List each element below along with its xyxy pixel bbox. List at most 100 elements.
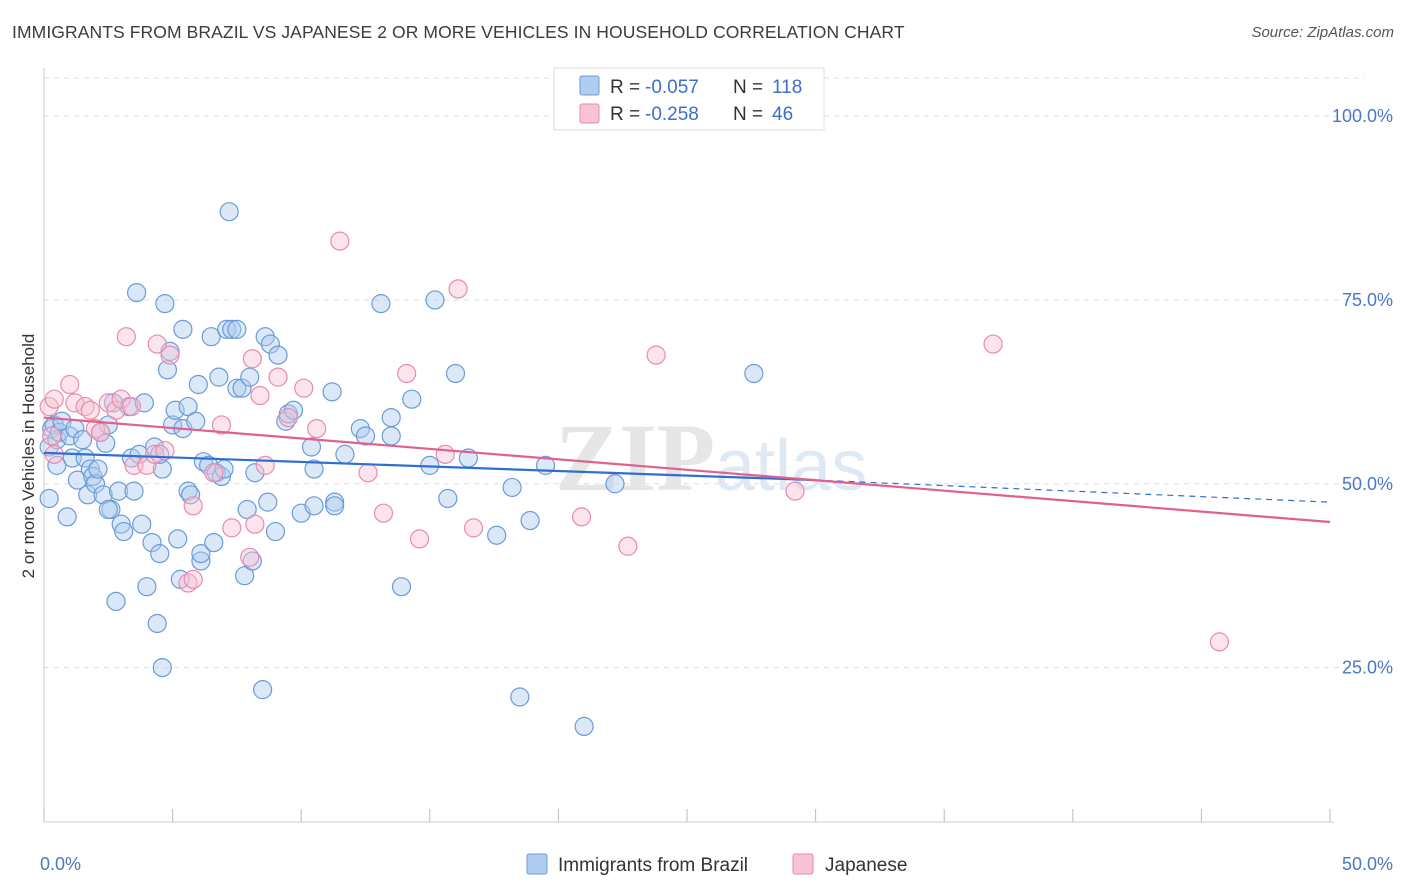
point-japanese-45	[618, 536, 638, 556]
point-japanese-8	[85, 419, 106, 439]
point-brazil-44	[152, 657, 172, 678]
point-japanese-25	[211, 415, 232, 435]
series-swatch-brazil	[526, 853, 548, 875]
point-brazil-50	[168, 529, 188, 549]
point-brazil-95	[325, 496, 345, 516]
legend: R = -0.057 N = 118 R = -0.258 N = 46	[553, 67, 825, 131]
x-tick-label-1: 50.0%	[1342, 854, 1393, 874]
point-brazil-84	[265, 521, 286, 542]
legend-swatch-japanese	[579, 103, 600, 124]
point-brazil-80	[253, 680, 273, 700]
point-japanese-38	[373, 503, 394, 523]
point-japanese-12	[111, 389, 131, 409]
point-brazil-59	[191, 551, 211, 571]
point-brazil-83	[260, 334, 280, 354]
point-japanese-18	[147, 334, 167, 354]
trend-lines	[43, 416, 1331, 524]
point-brazil-112	[520, 510, 540, 531]
legend-n-value-japanese: 46	[772, 104, 793, 125]
point-japanese-13	[116, 327, 136, 347]
point-brazil-15	[78, 485, 98, 505]
point-japanese-35	[307, 419, 327, 439]
point-brazil-115	[605, 474, 625, 494]
point-japanese-27	[240, 547, 260, 567]
point-japanese-28	[242, 349, 262, 369]
point-brazil-28	[111, 514, 131, 534]
point-brazil-86	[276, 411, 296, 431]
point-brazil-4	[47, 455, 67, 475]
point-brazil-41	[150, 544, 170, 564]
point-japanese-32	[268, 367, 288, 387]
point-brazil-53	[173, 319, 193, 339]
trend-line-japanese	[43, 416, 1331, 524]
point-japanese-23	[183, 496, 203, 516]
legend-r-label-japanese: R =	[610, 104, 640, 125]
point-japanese-30	[250, 385, 270, 406]
point-brazil-12	[67, 470, 88, 490]
series-label-brazil: Immigrants from Brazil	[558, 855, 748, 876]
point-brazil-109	[487, 525, 507, 545]
point-brazil-107	[445, 363, 466, 384]
point-brazil-110	[502, 477, 522, 498]
trend-line-brazil	[43, 451, 816, 482]
point-brazil-72	[227, 378, 247, 398]
series-label-japanese: Japanese	[825, 855, 907, 876]
series-legend: Immigrants from Brazil Japanese	[526, 853, 907, 876]
point-japanese-48	[983, 334, 1003, 354]
point-japanese-41	[435, 444, 455, 464]
point-japanese-5	[65, 393, 85, 413]
chart-title: IMMIGRANTS FROM BRAZIL VS JAPANESE 2 OR …	[12, 22, 905, 42]
point-brazil-60	[191, 544, 211, 564]
point-japanese-20	[160, 345, 180, 365]
point-japanese-11	[106, 400, 126, 420]
legend-r-value-brazil: -0.057	[645, 77, 699, 98]
point-brazil-78	[242, 551, 262, 571]
point-brazil-100	[381, 407, 401, 428]
point-brazil-101	[381, 426, 401, 446]
legend-n-label-japanese: N =	[733, 104, 763, 125]
point-brazil-18	[85, 474, 106, 494]
point-japanese-29	[245, 514, 265, 534]
point-japanese-46	[646, 345, 666, 365]
point-brazil-73	[227, 319, 247, 339]
point-brazil-5	[47, 430, 67, 450]
point-brazil-32	[124, 481, 144, 501]
point-japanese-7	[80, 400, 100, 420]
point-brazil-116	[744, 363, 764, 384]
point-japanese-19	[155, 441, 175, 461]
point-japanese-31	[255, 455, 275, 475]
point-brazil-57	[186, 411, 206, 431]
point-japanese-17	[144, 444, 165, 464]
legend-n-label-brazil: N =	[733, 77, 763, 98]
point-brazil-37	[137, 577, 157, 597]
point-brazil-40	[147, 613, 167, 634]
point-brazil-66	[209, 367, 229, 387]
point-brazil-91	[304, 496, 324, 516]
point-brazil-35	[132, 514, 152, 534]
watermark-atlas: atlas	[715, 426, 867, 506]
point-japanese-36	[330, 231, 350, 251]
point-brazil-26	[106, 591, 126, 612]
point-brazil-111	[510, 687, 530, 707]
watermark-zip: ZIP	[555, 404, 715, 511]
point-japanese-14	[121, 396, 142, 417]
legend-swatch-brazil	[579, 75, 600, 96]
point-brazil-117	[98, 499, 118, 520]
legend-r-label-brazil: R =	[610, 77, 640, 98]
point-brazil-114	[574, 716, 594, 737]
tick-labels: 25.0% 50.0% 75.0% 100.0% 0.0% 50.0%	[40, 106, 1393, 874]
point-brazil-29	[114, 521, 134, 542]
point-japanese-44	[571, 507, 592, 527]
axes	[43, 68, 1334, 823]
point-brazil-27	[108, 481, 129, 501]
point-brazil-93	[322, 382, 342, 402]
point-brazil-79	[245, 463, 265, 483]
point-brazil-55	[178, 481, 198, 501]
point-brazil-43	[150, 444, 170, 464]
point-brazil-58	[188, 374, 208, 395]
point-brazil-74	[232, 378, 252, 398]
y-axis-label: 2 or more Vehicles in Household	[19, 334, 38, 579]
point-brazil-63	[201, 327, 221, 347]
y-tick-label-1: 50.0%	[1342, 474, 1393, 494]
